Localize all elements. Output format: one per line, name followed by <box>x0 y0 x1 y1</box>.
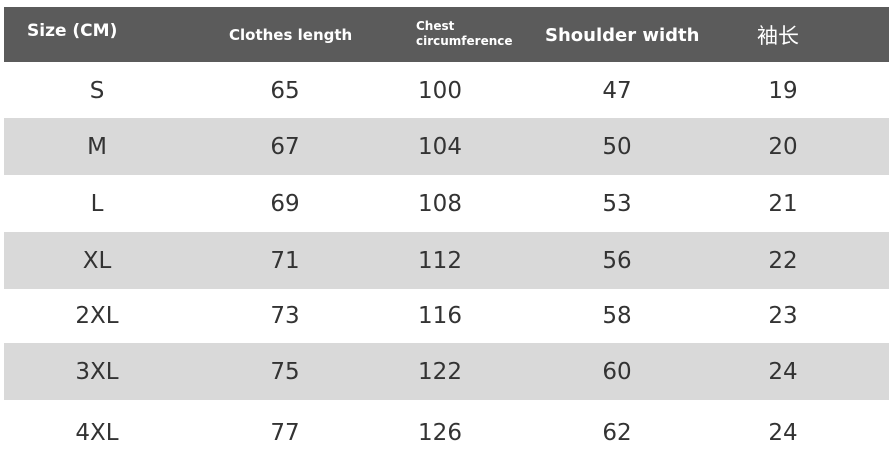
table-cell: 21 <box>768 190 798 217</box>
table-cell: 47 <box>602 77 632 104</box>
table-cell: 71 <box>270 247 300 274</box>
table-cell: 22 <box>768 247 798 274</box>
table-cell: 50 <box>602 133 632 160</box>
table-cell: 122 <box>418 358 462 385</box>
table-cell: 73 <box>270 302 300 329</box>
table-cell: 77 <box>270 420 300 446</box>
table-cell: L <box>90 190 104 217</box>
table-cell: M <box>87 133 107 160</box>
table-header: Size (CM) Clothes length Chest circumfer… <box>4 7 889 62</box>
table-cell: 60 <box>602 358 632 385</box>
header-sleeve-length: 袖长 <box>757 24 799 48</box>
table-cell: 2XL <box>75 302 119 329</box>
table-cell: 126 <box>418 420 462 446</box>
table-row: S 65 100 47 19 <box>4 62 889 119</box>
header-size: Size (CM) <box>27 21 118 41</box>
table-row: XL 71 112 56 22 <box>4 232 889 289</box>
header-chest-line1: Chest <box>416 19 455 33</box>
table-cell: 56 <box>602 247 632 274</box>
header-chest-circumference: Chest circumference <box>416 19 513 49</box>
table-cell: 65 <box>270 77 300 104</box>
table-cell: XL <box>82 247 112 274</box>
table-cell: 62 <box>602 420 632 446</box>
table-row: L 69 108 53 21 <box>4 175 889 232</box>
table-cell: 24 <box>768 358 798 385</box>
header-chest-line2: circumference <box>416 34 513 48</box>
table-cell: 19 <box>768 77 798 104</box>
table-cell: 108 <box>418 190 462 217</box>
table-cell: 53 <box>602 190 632 217</box>
table-cell: 112 <box>418 247 462 274</box>
table-cell: 20 <box>768 133 798 160</box>
table-row: 3XL 75 122 60 24 <box>4 343 889 400</box>
table-cell: 100 <box>418 77 462 104</box>
table-cell: 24 <box>768 420 798 446</box>
table-cell: 4XL <box>75 420 119 446</box>
table-cell: 23 <box>768 302 798 329</box>
table-row: 4XL 77 126 62 24 <box>4 402 889 464</box>
table-cell: S <box>89 77 105 104</box>
table-cell: 67 <box>270 133 300 160</box>
table-cell: 69 <box>270 190 300 217</box>
table-cell: 104 <box>418 133 462 160</box>
table-row: 2XL 73 116 58 23 <box>4 287 889 344</box>
table-cell: 75 <box>270 358 300 385</box>
header-clothes-length: Clothes length <box>229 26 353 44</box>
table-row: M 67 104 50 20 <box>4 118 889 175</box>
table-cell: 58 <box>602 302 632 329</box>
table-cell: 116 <box>418 302 462 329</box>
table-cell: 3XL <box>75 358 119 385</box>
header-shoulder-width: Shoulder width <box>545 25 700 46</box>
